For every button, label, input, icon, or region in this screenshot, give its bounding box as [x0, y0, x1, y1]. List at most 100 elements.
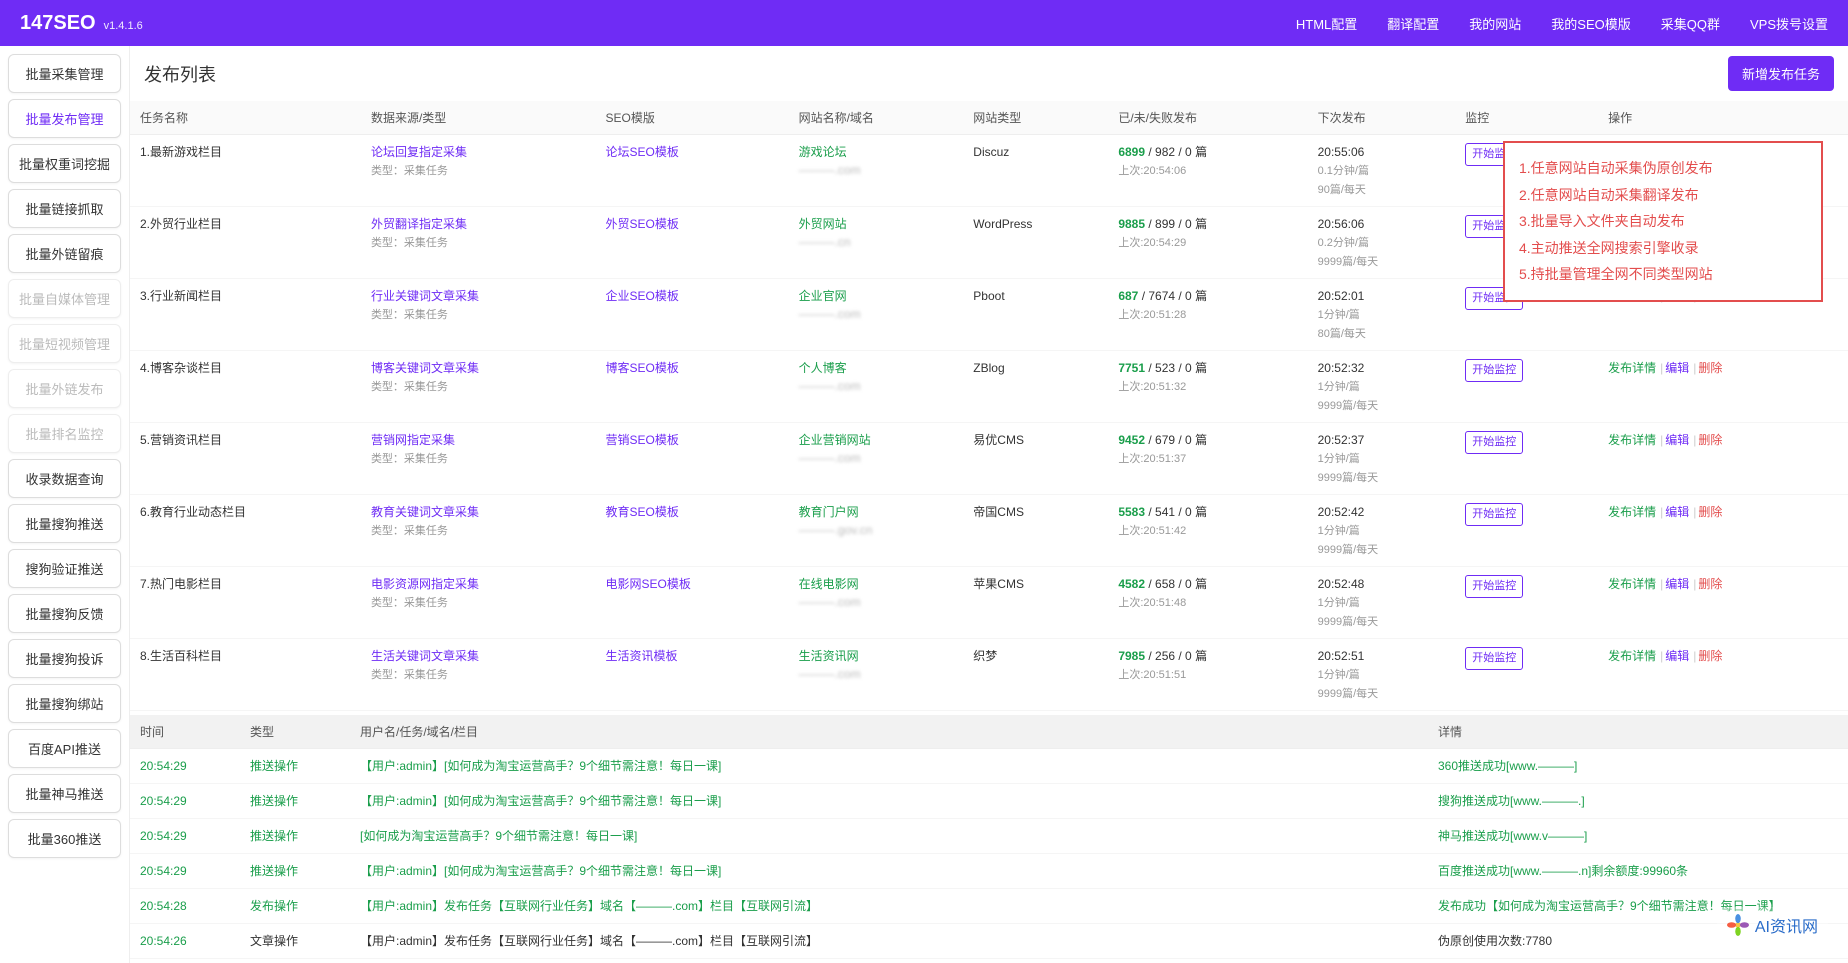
monitor-button[interactable]: 开始监控: [1465, 575, 1523, 598]
task-source: 生活关键词文章采集类型：采集任务: [361, 639, 596, 711]
task-site: 企业营销网站———.com: [789, 423, 964, 495]
task-ops: 发布详情|编辑|删除: [1598, 639, 1848, 711]
task-template: 电影网SEO模板: [596, 567, 789, 639]
task-site: 在线电影网———.com: [789, 567, 964, 639]
delete-link[interactable]: 删除: [1698, 433, 1722, 447]
detail-link[interactable]: 发布详情: [1608, 577, 1656, 591]
site-link[interactable]: 企业官网: [799, 289, 847, 303]
source-link[interactable]: 外贸翻译指定采集: [371, 217, 467, 231]
sidebar-item[interactable]: 批量搜狗推送: [8, 504, 121, 543]
site-link[interactable]: 在线电影网: [799, 577, 859, 591]
tpl-link[interactable]: 电影网SEO模板: [606, 577, 691, 591]
site-link[interactable]: 教育门户网: [799, 505, 859, 519]
source-link[interactable]: 生活关键词文章采集: [371, 649, 479, 663]
source-link[interactable]: 行业关键词文章采集: [371, 289, 479, 303]
sidebar-item[interactable]: 批量发布管理: [8, 99, 121, 138]
task-source: 论坛回复指定采集类型：采集任务: [361, 135, 596, 207]
tpl-link[interactable]: 企业SEO模板: [606, 289, 679, 303]
topnav-item[interactable]: 采集QQ群: [1661, 14, 1720, 33]
tpl-link[interactable]: 教育SEO模板: [606, 505, 679, 519]
delete-link[interactable]: 删除: [1698, 577, 1722, 591]
log-detail: 伪原创成功: [1428, 959, 1848, 963]
monitor-button[interactable]: 开始监控: [1465, 359, 1523, 382]
log-type: 推送操作: [240, 854, 350, 889]
site-link[interactable]: 游戏论坛: [799, 145, 847, 159]
log-time: 20:54:26: [130, 959, 240, 963]
task-site: 生活资讯网———.com: [789, 639, 964, 711]
source-link[interactable]: 博客关键词文章采集: [371, 361, 479, 375]
source-link[interactable]: 教育关键词文章采集: [371, 505, 479, 519]
tpl-link[interactable]: 论坛SEO模板: [606, 145, 679, 159]
tpl-link[interactable]: 生活资讯模板: [606, 649, 678, 663]
task-column-header: 下次发布: [1308, 101, 1456, 135]
site-link[interactable]: 企业营销网站: [799, 433, 871, 447]
task-source: 教育关键词文章采集类型：采集任务: [361, 495, 596, 567]
delete-link[interactable]: 删除: [1698, 649, 1722, 663]
log-type: 推送操作: [240, 784, 350, 819]
detail-link[interactable]: 发布详情: [1608, 505, 1656, 519]
source-link[interactable]: 营销网指定采集: [371, 433, 455, 447]
topnav-item[interactable]: VPS拨号设置: [1750, 14, 1828, 33]
task-pub: 5583 / 541 / 0 篇上次:20:51:42: [1108, 495, 1307, 567]
topnav-item[interactable]: 翻译配置: [1387, 14, 1439, 33]
content: 发布列表 新增发布任务 任务名称数据来源/类型SEO模版网站名称/域名网站类型已…: [130, 46, 1848, 963]
add-task-button[interactable]: 新增发布任务: [1728, 56, 1834, 91]
edit-link[interactable]: 编辑: [1665, 361, 1689, 375]
sidebar-item[interactable]: 批量采集管理: [8, 54, 121, 93]
topnav-item[interactable]: 我的网站: [1469, 14, 1521, 33]
sidebar-item[interactable]: 批量搜狗绑站: [8, 684, 121, 723]
sidebar-item[interactable]: 批量神马推送: [8, 774, 121, 813]
sidebar-item[interactable]: 搜狗验证推送: [8, 549, 121, 588]
monitor-button[interactable]: 开始监控: [1465, 503, 1523, 526]
tpl-link[interactable]: 博客SEO模板: [606, 361, 679, 375]
source-link[interactable]: 论坛回复指定采集: [371, 145, 467, 159]
log-time: 20:54:29: [130, 784, 240, 819]
delete-link[interactable]: 删除: [1698, 505, 1722, 519]
tpl-link[interactable]: 外贸SEO模板: [606, 217, 679, 231]
log-time: 20:54:29: [130, 749, 240, 784]
task-pub: 9885 / 899 / 0 篇上次:20:54:29: [1108, 207, 1307, 279]
log-row: 20:54:26文章操作【用户:admin】发布任务【互联网行业任务】域名【——…: [130, 959, 1848, 963]
topnav-item[interactable]: HTML配置: [1296, 14, 1357, 33]
detail-link[interactable]: 发布详情: [1608, 361, 1656, 375]
task-next: 20:56:060.2分钟/篇9999篇/每天: [1308, 207, 1456, 279]
task-monitor: 开始监控: [1455, 495, 1598, 567]
site-link[interactable]: 外贸网站: [799, 217, 847, 231]
sidebar-item[interactable]: 批量搜狗投诉: [8, 639, 121, 678]
site-link[interactable]: 个人博客: [799, 361, 847, 375]
edit-link[interactable]: 编辑: [1665, 577, 1689, 591]
tpl-link[interactable]: 营销SEO模板: [606, 433, 679, 447]
sidebar-item: 批量短视频管理: [8, 324, 121, 363]
task-monitor: 开始监控: [1455, 567, 1598, 639]
source-link[interactable]: 电影资源网指定采集: [371, 577, 479, 591]
task-source: 行业关键词文章采集类型：采集任务: [361, 279, 596, 351]
monitor-button[interactable]: 开始监控: [1465, 431, 1523, 454]
site-link[interactable]: 生活资讯网: [799, 649, 859, 663]
detail-link[interactable]: 发布详情: [1608, 649, 1656, 663]
edit-link[interactable]: 编辑: [1665, 649, 1689, 663]
task-column-header: 网站名称/域名: [789, 101, 964, 135]
sidebar-item[interactable]: 批量链接抓取: [8, 189, 121, 228]
edit-link[interactable]: 编辑: [1665, 433, 1689, 447]
topnav-item[interactable]: 我的SEO模版: [1551, 14, 1630, 33]
log-type: 文章操作: [240, 924, 350, 959]
task-row: 5.营销资讯栏目营销网指定采集类型：采集任务营销SEO模板企业营销网站———.c…: [130, 423, 1848, 495]
edit-link[interactable]: 编辑: [1665, 505, 1689, 519]
monitor-button[interactable]: 开始监控: [1465, 647, 1523, 670]
sidebar-item[interactable]: 批量外链留痕: [8, 234, 121, 273]
task-name: 7.热门电影栏目: [130, 567, 361, 639]
sidebar-item[interactable]: 收录数据查询: [8, 459, 121, 498]
sidebar-item[interactable]: 批量搜狗反馈: [8, 594, 121, 633]
task-ops: 发布详情|编辑|删除: [1598, 351, 1848, 423]
task-monitor: 开始监控: [1455, 351, 1598, 423]
delete-link[interactable]: 删除: [1698, 361, 1722, 375]
sidebar-item: 批量排名监控: [8, 414, 121, 453]
detail-link[interactable]: 发布详情: [1608, 433, 1656, 447]
sidebar-item[interactable]: 百度API推送: [8, 729, 121, 768]
sidebar-item[interactable]: 批量权重词挖掘: [8, 144, 121, 183]
log-column-header: 类型: [240, 715, 350, 749]
sidebar-item[interactable]: 批量360推送: [8, 819, 121, 858]
task-source: 外贸翻译指定采集类型：采集任务: [361, 207, 596, 279]
task-next: 20:52:481分钟/篇9999篇/每天: [1308, 567, 1456, 639]
task-source: 营销网指定采集类型：采集任务: [361, 423, 596, 495]
